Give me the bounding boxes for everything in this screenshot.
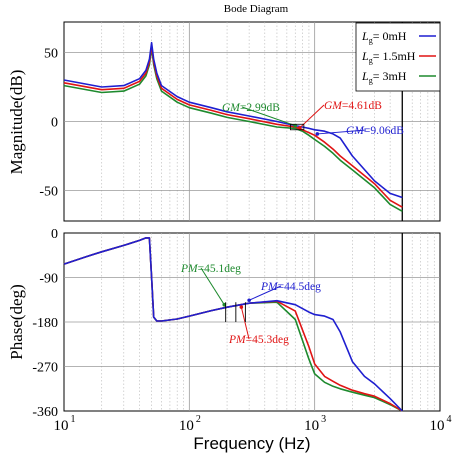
gain-margin-box [289, 123, 305, 131]
legend-label: Lg= 0mH [361, 29, 407, 45]
y-tick-label: 50 [44, 46, 58, 61]
annotation-arrow [317, 129, 367, 135]
annotation-label: GM=2.99dB [222, 102, 280, 114]
x-axis-label: Frequency (Hz) [193, 434, 310, 453]
phase-panel: 0-90-180-270-360 PM=45.1degPM=44.5degPM=… [7, 227, 441, 420]
phase-annotations: PM=45.1deg PM=44.5deg PM=45.3deg [180, 263, 321, 346]
phase-y-label: Phase(deg) [7, 284, 26, 360]
x-tick-label: 10 [54, 418, 69, 434]
legend-label: Lg= 3mH [361, 69, 407, 85]
annotation-arrowhead [239, 305, 244, 309]
annotation-arrow [240, 307, 250, 340]
x-tick-label: 10 [430, 418, 445, 434]
chart-title: Bode Diagram [224, 3, 289, 15]
series-line-3mH [63, 47, 403, 212]
annotation-arrow [241, 106, 296, 127]
annotation-arrowhead [247, 298, 251, 303]
annotation-arrowhead [315, 132, 320, 136]
annotation-arrow [200, 267, 225, 305]
annotation-arrowhead [293, 123, 298, 128]
x-tick-label: 10 [304, 418, 319, 434]
series-line-0mH [63, 41, 403, 199]
y-tick-label: 0 [51, 227, 58, 242]
annotation-label: GM=9.06dB [346, 125, 404, 137]
x-axis-ticks: 10 1 10 2 10 3 10 4 [54, 414, 452, 434]
x-tick-exponent: 3 [321, 414, 326, 425]
annotation-arrow [248, 285, 282, 301]
phase-series [63, 237, 403, 412]
legend-label: Lg= 1.5mH [361, 49, 416, 65]
magnitude-annotations: GM=2.99dB GM=4.61dB GM=9.06dB [222, 100, 404, 137]
magnitude-y-label: Magnitude(dB) [7, 70, 26, 175]
y-tick-label: -180 [32, 316, 58, 331]
y-tick-label: -360 [32, 405, 58, 420]
magnitude-series [63, 41, 403, 212]
x-tick-exponent: 2 [196, 414, 201, 425]
y-tick-label: -50 [39, 185, 58, 200]
legend-box [355, 22, 441, 92]
legend: Lg= 0mH Lg= 1.5mH Lg= 3mH [355, 22, 441, 92]
x-tick-exponent: 1 [71, 414, 76, 425]
annotation-arrowhead [222, 302, 227, 307]
annotation-label: PM=44.5deg [260, 281, 321, 293]
annotation-label: GM=4.61dB [324, 100, 382, 112]
phase-y-ticks: 0 -90 -180 -270 -360 [32, 227, 58, 420]
series-line-0mH [63, 237, 403, 412]
annotation-arrowhead [297, 126, 302, 130]
phase-grid [64, 233, 440, 411]
y-tick-label: -90 [39, 272, 58, 287]
annotation-label: PM=45.1deg [180, 263, 241, 275]
series-line-1.5mH [63, 44, 403, 208]
annotation-label: PM=45.3deg [228, 334, 289, 346]
y-tick-label: 0 [51, 116, 58, 131]
y-tick-label: -270 [32, 361, 58, 376]
x-tick-exponent: 4 [447, 414, 452, 425]
magnitude-y-ticks: 50 0 -50 [39, 46, 58, 199]
x-tick-label: 10 [179, 418, 194, 434]
